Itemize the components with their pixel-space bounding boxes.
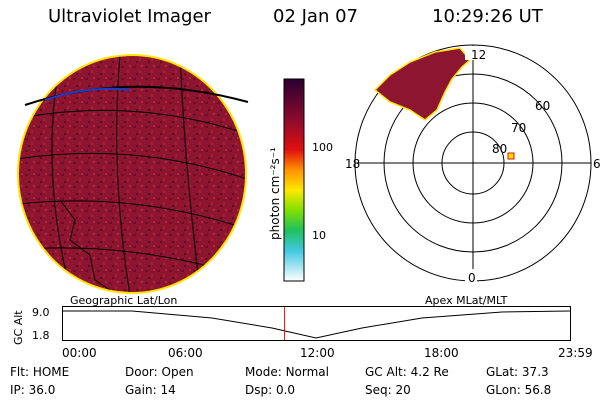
auroral-oval-region	[373, 47, 472, 121]
status-gc-alt: GC Alt: 4.2 Re	[365, 365, 449, 379]
mlt-label-6: 6	[593, 157, 600, 171]
mlt-label-0: 0	[468, 271, 476, 285]
lat-lon-grid	[19, 56, 245, 292]
mlt-label-12: 12	[471, 48, 486, 62]
orbit-altitude-strip	[62, 306, 571, 341]
strip-xtick-1: 06:00	[168, 346, 203, 360]
polar-plot: 12 0 18 6 60 70 80	[345, 44, 600, 285]
lat-label-70: 70	[511, 121, 526, 135]
date-label: 02 Jan 07	[273, 6, 358, 27]
strip-xtick-3: 18:00	[424, 346, 459, 360]
colorbar-tick-10: 10	[312, 229, 326, 242]
status-mode: Mode: Normal	[245, 365, 329, 379]
app-title: Ultraviolet Imager	[48, 6, 211, 27]
uv-disc	[19, 56, 245, 292]
status-gain: Gain: 14	[125, 383, 176, 397]
status-glat: GLat: 37.3	[486, 365, 549, 379]
colorbar-unit-label: photon cm⁻²s⁻¹	[268, 147, 282, 240]
status-door: Door: Open	[125, 365, 194, 379]
uv-image-panel	[17, 54, 249, 294]
strip-xtick-0: 00:00	[62, 346, 97, 360]
time-label: 10:29:26 UT	[432, 6, 543, 27]
strip-right-label: Apex MLat/MLT	[425, 294, 508, 307]
strip-axis-label: GC Alt	[12, 310, 25, 345]
status-dsp: Dsp: 0.0	[245, 383, 296, 397]
altitude-curve	[63, 310, 571, 339]
mlt-label-18: 18	[345, 157, 360, 171]
terminator-line	[44, 87, 131, 101]
strip-ytick-top: 9.0	[32, 306, 50, 319]
strip-left-label: Geographic Lat/Lon	[70, 294, 178, 307]
lat-label-80: 80	[492, 142, 507, 156]
strip-ytick-bottom: 1.8	[32, 329, 50, 342]
status-ip: IP: 36.0	[10, 383, 56, 397]
colorbar-tick-100: 100	[312, 141, 333, 154]
status-seq: Seq: 20	[365, 383, 411, 397]
colorbar	[283, 78, 305, 282]
lat-label-60: 60	[535, 99, 550, 113]
strip-xtick-2: 12:00	[300, 346, 335, 360]
status-glon: GLon: 56.8	[486, 383, 552, 397]
subsolar-marker	[507, 152, 515, 160]
strip-xtick-4: 23:59	[558, 346, 593, 360]
status-flt: Flt: HOME	[10, 365, 70, 379]
